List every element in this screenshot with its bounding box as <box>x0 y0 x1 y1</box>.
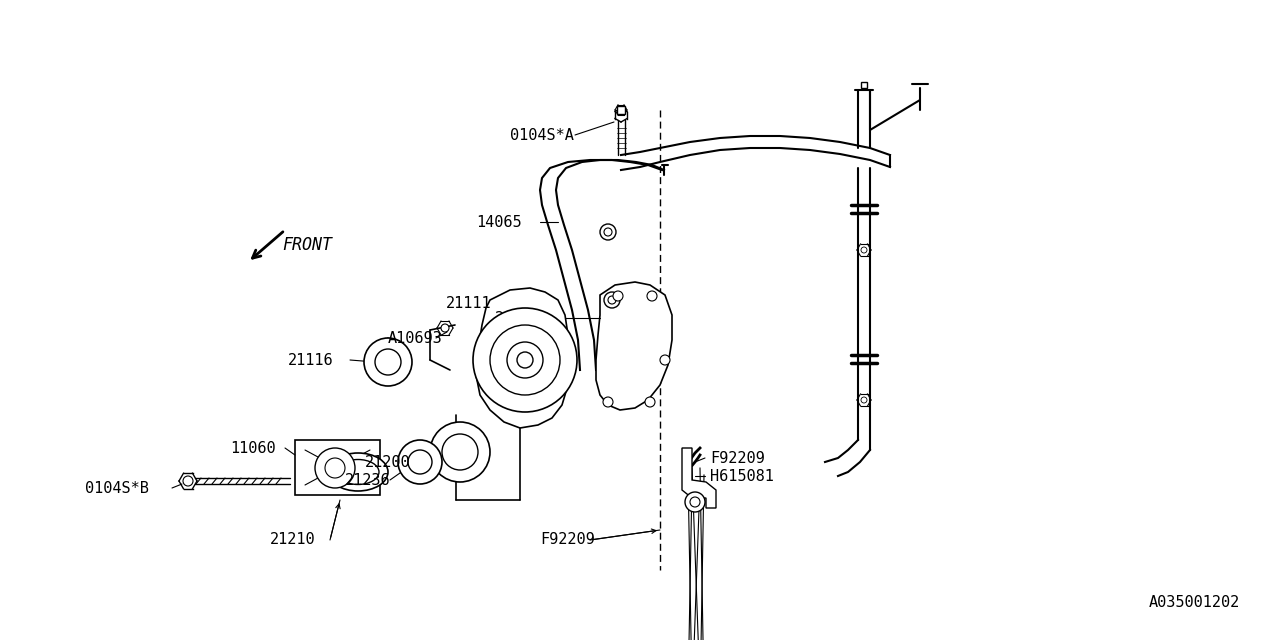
Text: FRONT: FRONT <box>282 236 332 254</box>
Circle shape <box>398 440 442 484</box>
Text: 0104S*A: 0104S*A <box>509 127 573 143</box>
Text: 0104S*B: 0104S*B <box>84 481 148 495</box>
Text: 21200: 21200 <box>365 454 411 470</box>
Polygon shape <box>476 288 570 428</box>
Circle shape <box>613 291 623 301</box>
Circle shape <box>517 352 532 368</box>
Circle shape <box>183 476 193 486</box>
Circle shape <box>608 296 616 304</box>
Text: F92209: F92209 <box>540 532 595 547</box>
Text: 21116: 21116 <box>288 353 334 367</box>
Text: 21210: 21210 <box>270 532 316 547</box>
Circle shape <box>690 497 700 507</box>
Circle shape <box>646 291 657 301</box>
Circle shape <box>474 308 577 412</box>
Circle shape <box>645 397 655 407</box>
Ellipse shape <box>328 453 388 491</box>
Polygon shape <box>596 282 672 410</box>
Polygon shape <box>682 448 716 508</box>
Circle shape <box>861 397 867 403</box>
Circle shape <box>507 342 543 378</box>
Circle shape <box>430 422 490 482</box>
Text: 21236: 21236 <box>346 472 390 488</box>
Text: H615081: H615081 <box>710 468 774 483</box>
Circle shape <box>442 434 477 470</box>
Text: 11060: 11060 <box>230 440 275 456</box>
Circle shape <box>490 325 561 395</box>
Circle shape <box>408 450 433 474</box>
Text: A10693: A10693 <box>388 330 443 346</box>
Circle shape <box>604 228 612 236</box>
Circle shape <box>603 397 613 407</box>
Circle shape <box>325 458 346 478</box>
Polygon shape <box>294 440 380 495</box>
Circle shape <box>861 247 867 253</box>
Text: A035001202: A035001202 <box>1148 595 1240 610</box>
Circle shape <box>442 324 449 332</box>
Ellipse shape <box>337 460 379 484</box>
Circle shape <box>600 224 616 240</box>
Circle shape <box>685 492 705 512</box>
Circle shape <box>315 448 355 488</box>
Circle shape <box>604 292 620 308</box>
Text: F92209: F92209 <box>710 451 764 465</box>
Text: 14065: 14065 <box>476 214 522 230</box>
Text: 21111: 21111 <box>445 296 492 310</box>
Circle shape <box>364 338 412 386</box>
Circle shape <box>375 349 401 375</box>
Circle shape <box>660 355 669 365</box>
Text: 21114: 21114 <box>495 310 540 326</box>
